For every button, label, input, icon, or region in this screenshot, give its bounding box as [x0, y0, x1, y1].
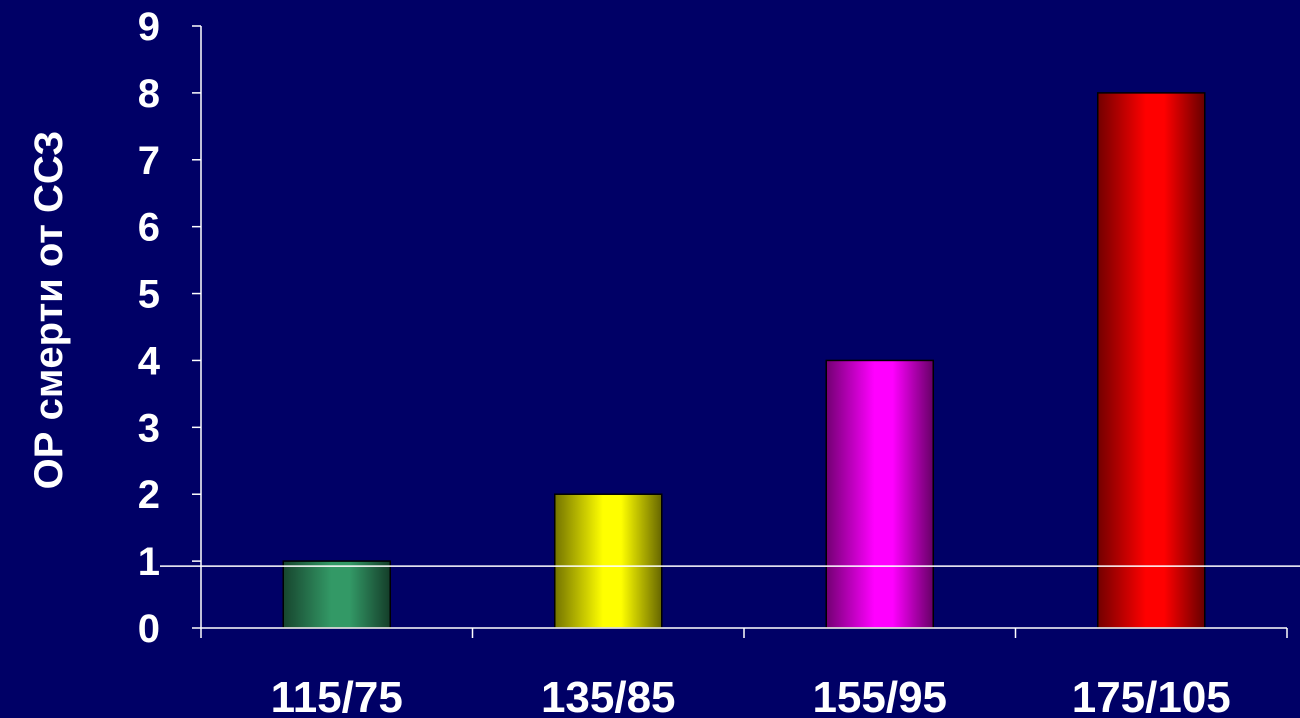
x-tick-label: 135/85: [541, 673, 676, 718]
x-tick-label: 175/105: [1072, 673, 1231, 718]
y-axis-label: ОР смерти от ССЗ: [27, 131, 71, 490]
y-tick-label: 4: [138, 339, 161, 383]
y-tick-label: 5: [138, 273, 160, 317]
bar-155-95: [825, 359, 934, 629]
labels-group: 0 1 2 3 4 5 6 7 8 9 115/75 135/85 155/95 175/105: [138, 5, 1231, 718]
x-tick-label: 115/75: [271, 673, 403, 718]
y-tick-label: 8: [138, 72, 160, 116]
y-tick-label: 7: [138, 139, 160, 183]
bar-175-105: [1097, 92, 1206, 629]
y-tick-label: 9: [138, 5, 160, 49]
x-tick-label: 155/95: [812, 673, 947, 718]
bar-135-85: [554, 493, 663, 629]
y-tick-label: 3: [138, 406, 160, 450]
bar-115-75: [282, 560, 391, 629]
y-tick-label: 6: [138, 206, 160, 250]
axes-group: [192, 25, 1288, 638]
y-tick-label: 0: [138, 607, 160, 651]
y-tick-label: 2: [138, 473, 160, 517]
y-tick-label: 1: [138, 540, 160, 584]
bars-group: [282, 92, 1206, 629]
